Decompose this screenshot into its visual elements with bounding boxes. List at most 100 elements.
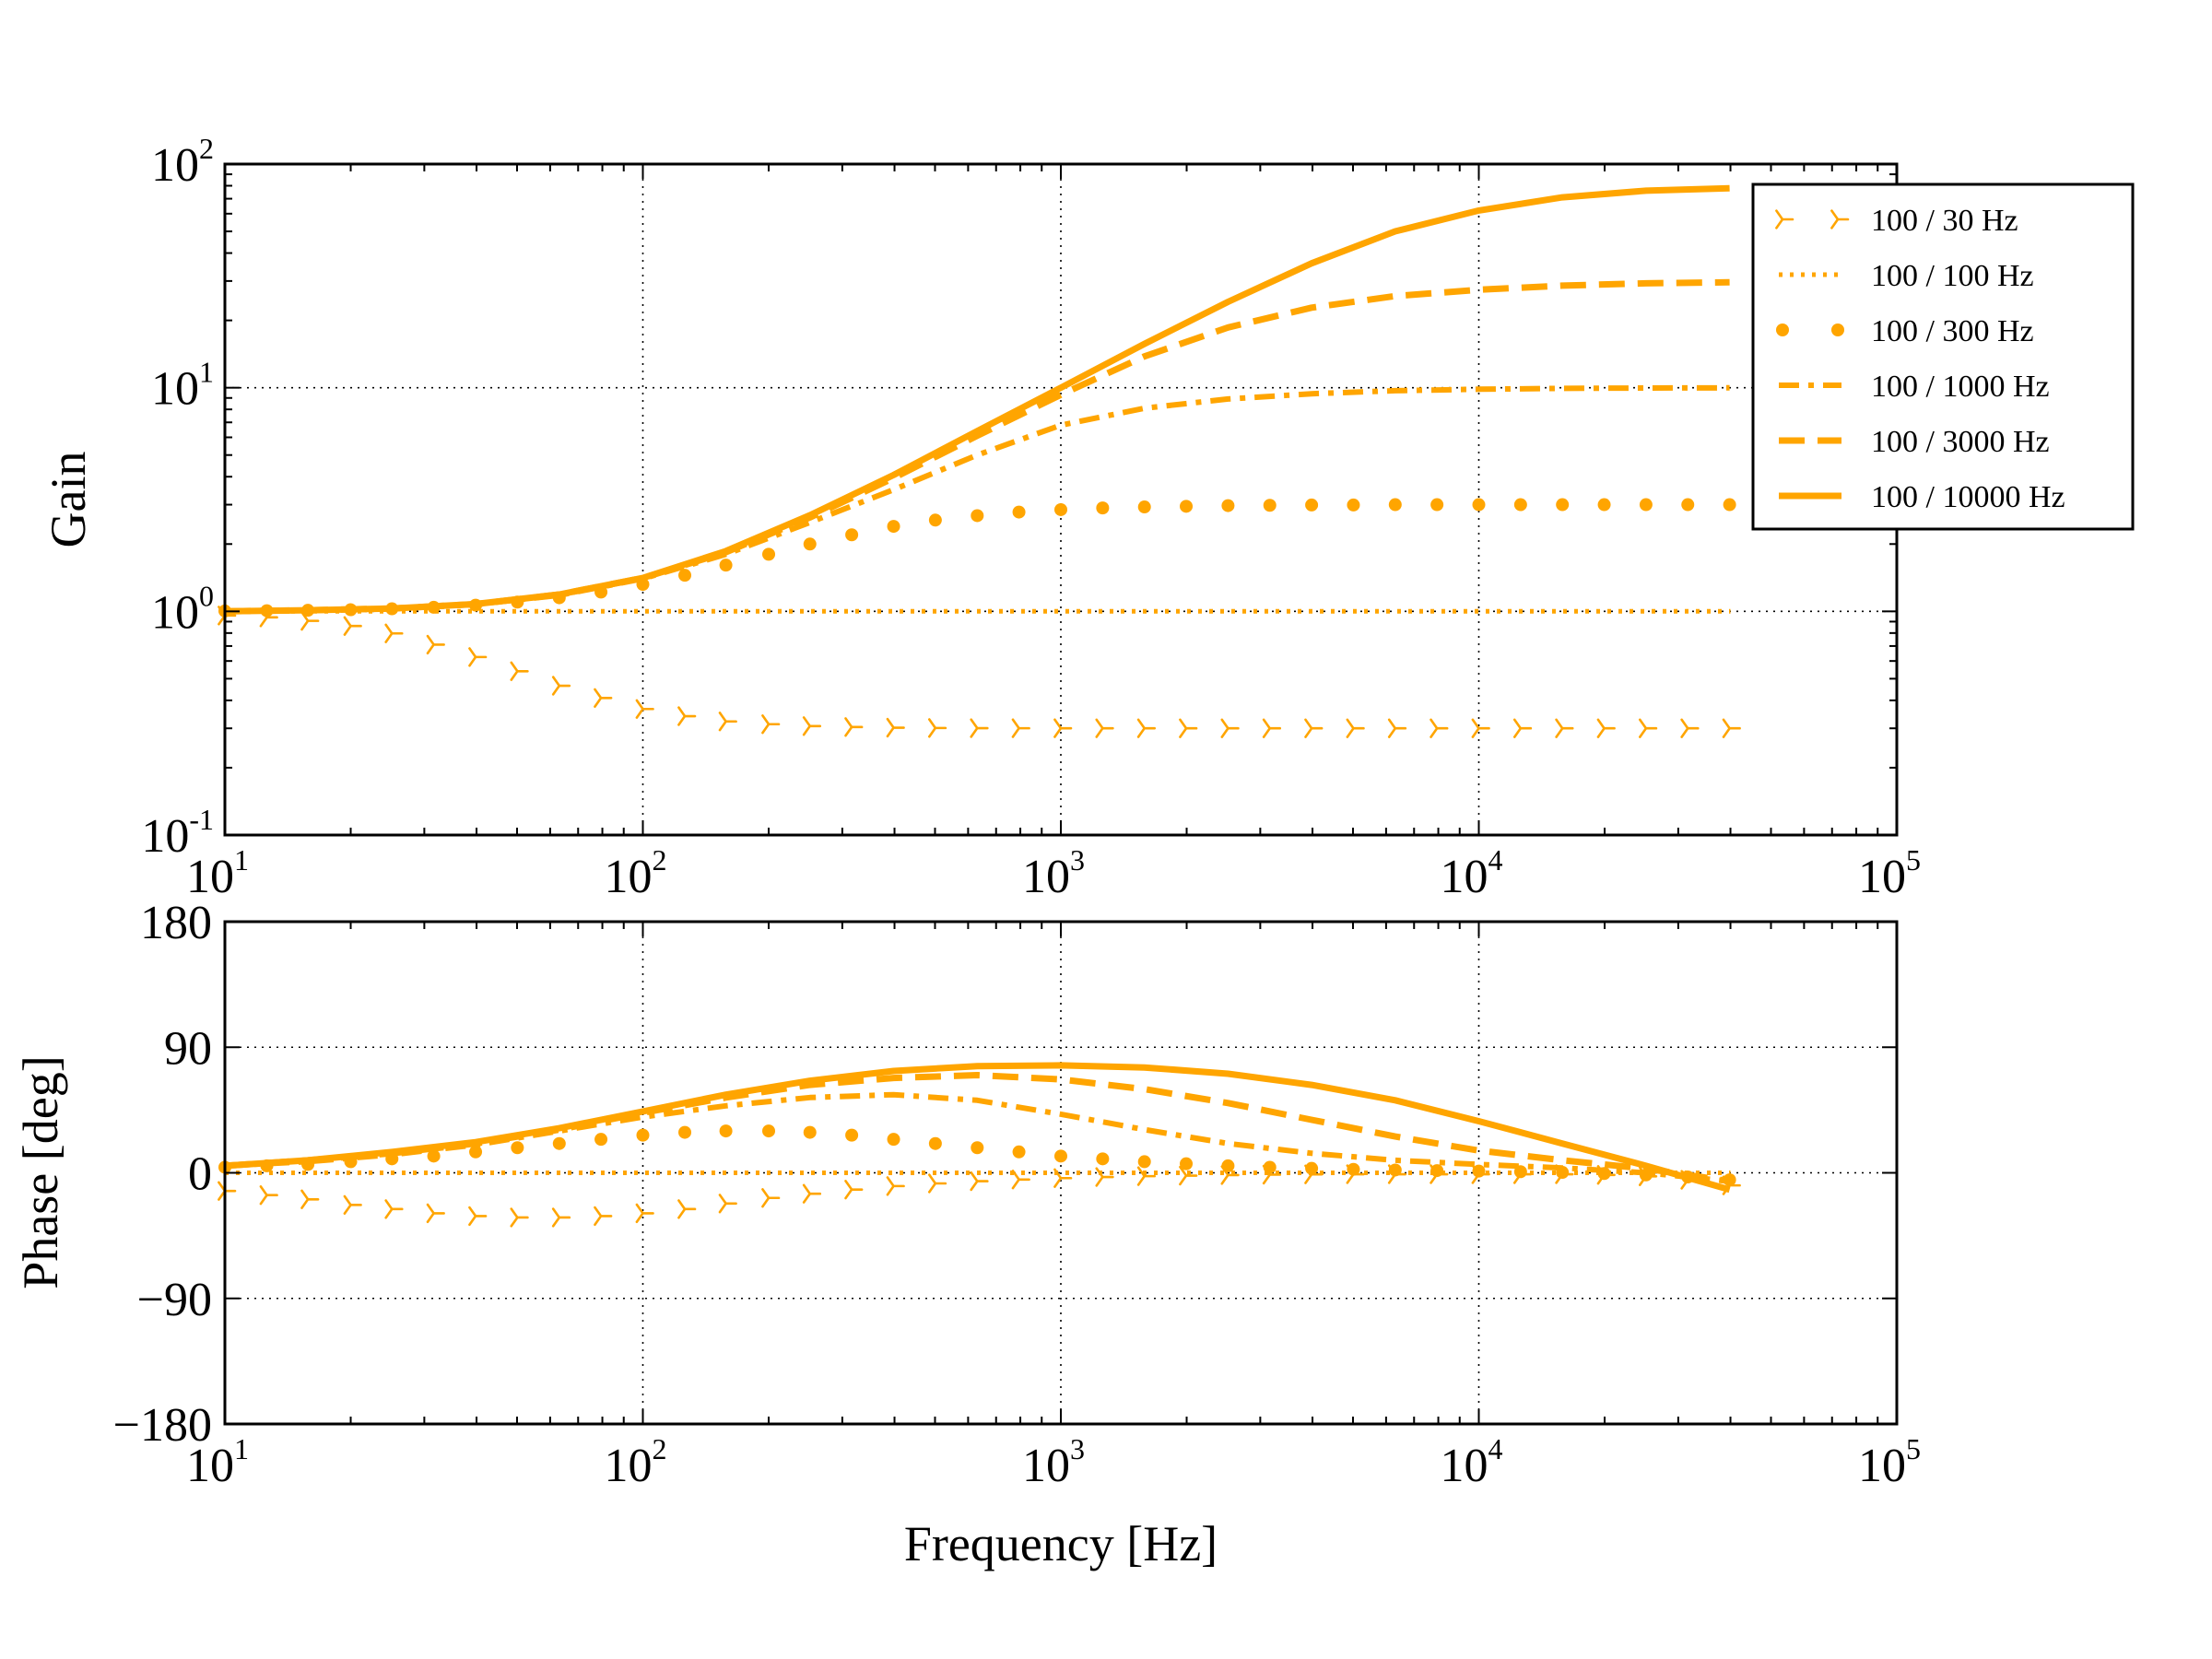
phase-circle-point	[1221, 1159, 1235, 1172]
gain-circle-point	[678, 569, 692, 582]
phase-x-tick-label: 103	[1022, 1432, 1085, 1492]
legend-items: 100 / 30 Hz 100 / 100 Hz 100 / 300 Hz 100 /…	[1775, 204, 2065, 514]
phase-circle-point	[719, 1124, 733, 1138]
gain-circle-point	[1347, 498, 1360, 512]
gain-circle-point	[1180, 500, 1194, 513]
gain-tri-point	[761, 714, 781, 735]
gain-tri-point	[802, 716, 822, 736]
phase-x-tick-label: 105	[1858, 1432, 1921, 1492]
legend-item: 100 / 10000 Hz	[1779, 480, 2065, 514]
gain-series-group	[218, 184, 1741, 738]
phase-tri-point	[886, 1176, 905, 1196]
phase-tri-point	[594, 1206, 613, 1227]
phase-circle-point	[1305, 1161, 1319, 1175]
gain-tri-point	[1220, 718, 1240, 738]
legend-item: 100 / 3000 Hz	[1779, 425, 2050, 459]
gain-panel: 101 102 103 104 105 10-1 100 101 102 Gain	[41, 132, 1921, 903]
legend-circle-marker	[1776, 324, 1789, 336]
phase-circle-point	[887, 1133, 900, 1147]
gain-circle-point	[1472, 498, 1486, 512]
gain-tri-point	[1639, 718, 1658, 738]
phase-y-tick-label: 0	[188, 1148, 212, 1201]
gain-y-tick-label: 10-1	[141, 803, 214, 863]
gain-circle-point	[1012, 505, 1026, 519]
phase-circle-point	[845, 1128, 859, 1142]
legend-label: 100 / 300 Hz	[1871, 314, 2034, 348]
phase-series-group	[218, 1062, 1741, 1228]
gain-circle-point	[1639, 498, 1653, 512]
gain-circle-point	[1681, 498, 1695, 512]
phase-panel: 101 102 103 104 105 −180 −90 0 90 180 Phase [deg]…	[13, 897, 1921, 1571]
gain-tri-point	[844, 717, 864, 737]
phase-tri-point	[426, 1203, 445, 1224]
gain-x-tick-label: 104	[1441, 843, 1503, 903]
phase-circle-point	[928, 1136, 942, 1150]
gain-x-tick-label: 101	[186, 843, 249, 903]
legend: 100 / 30 Hz 100 / 100 Hz 100 / 300 Hz 100 /…	[1751, 182, 2135, 531]
gain-circle-point	[1430, 498, 1444, 512]
phase-tri-point	[1179, 1165, 1198, 1186]
phase-x-tick-label: 102	[605, 1432, 667, 1492]
gain-tri-point	[1555, 718, 1574, 738]
gain-tri-point	[970, 718, 989, 738]
phase-circle-point	[762, 1124, 776, 1138]
gain-circle-point	[1723, 498, 1736, 512]
phase-tri-point	[927, 1173, 947, 1194]
gain-circle-point	[887, 520, 900, 534]
gain-tri-point	[1053, 718, 1073, 738]
gain-tri-point	[1680, 718, 1700, 738]
gain-tri-point	[1471, 718, 1490, 738]
gain-tri-point	[677, 706, 697, 726]
phase-circle-point	[1263, 1160, 1277, 1174]
phase-tri-point	[510, 1207, 529, 1228]
phase-tri-point	[1011, 1170, 1030, 1190]
legend-item: 100 / 300 Hz	[1776, 314, 2034, 348]
phase-tri-point	[970, 1171, 989, 1192]
gain-line-solid	[224, 184, 1730, 615]
gain-tri-point	[1179, 718, 1198, 738]
phase-tri-point	[343, 1194, 362, 1215]
phase-circle-point	[1096, 1152, 1110, 1166]
gain-tri-point	[1430, 718, 1449, 738]
phase-circle-point	[971, 1141, 984, 1155]
gain-tri-point	[594, 688, 613, 708]
phase-circle-point	[1472, 1164, 1486, 1178]
phase-tri-point	[259, 1185, 278, 1206]
gain-tri-point	[1722, 718, 1741, 738]
legend-label: 100 / 30 Hz	[1871, 204, 2018, 238]
phase-circle-point	[1347, 1162, 1360, 1176]
gain-tri-point	[1596, 718, 1616, 738]
phase-circle-point	[511, 1141, 524, 1155]
phase-tri-point	[300, 1189, 320, 1209]
phase-x-tick-label: 104	[1441, 1432, 1503, 1492]
phase-y-axis-label: Phase [deg]	[13, 1055, 68, 1288]
gain-series-6	[224, 184, 1730, 615]
gain-tri-point	[1136, 718, 1157, 738]
legend-frame	[1751, 182, 2135, 531]
gain-ticks: 101 102 103 104 105 10-1 100 101 102	[141, 132, 1921, 903]
gain-y-tick-label: 102	[151, 132, 214, 192]
gain-tri-point	[1346, 718, 1365, 738]
phase-y-tick-label: −180	[113, 1399, 212, 1452]
phase-ticks: 101 102 103 104 105 −180 −90 0 90 180	[113, 897, 1921, 1492]
phase-tri-point	[718, 1194, 737, 1214]
phase-tri-point	[384, 1199, 404, 1219]
phase-circle-point	[552, 1136, 566, 1150]
gain-tri-point	[510, 661, 529, 681]
legend-label: 100 / 10000 Hz	[1871, 480, 2065, 514]
gain-circle-point	[1388, 498, 1402, 512]
gain-x-tick-label: 102	[605, 843, 667, 903]
phase-tri-point	[761, 1188, 781, 1208]
gain-y-tick-label: 101	[151, 356, 214, 416]
legend-tri-marker	[1775, 209, 1794, 229]
x-axis-label: Frequency [Hz]	[904, 1516, 1218, 1571]
gain-x-tick-label: 103	[1022, 843, 1085, 903]
phase-tri-point	[635, 1203, 654, 1224]
phase-circle-point	[636, 1128, 650, 1142]
gain-circle-point	[719, 559, 733, 572]
gain-circle-point	[1597, 498, 1611, 512]
phase-circle-point	[1012, 1145, 1026, 1159]
gain-y-axis-label: Gain	[41, 452, 96, 548]
gain-tri-point	[468, 647, 488, 667]
